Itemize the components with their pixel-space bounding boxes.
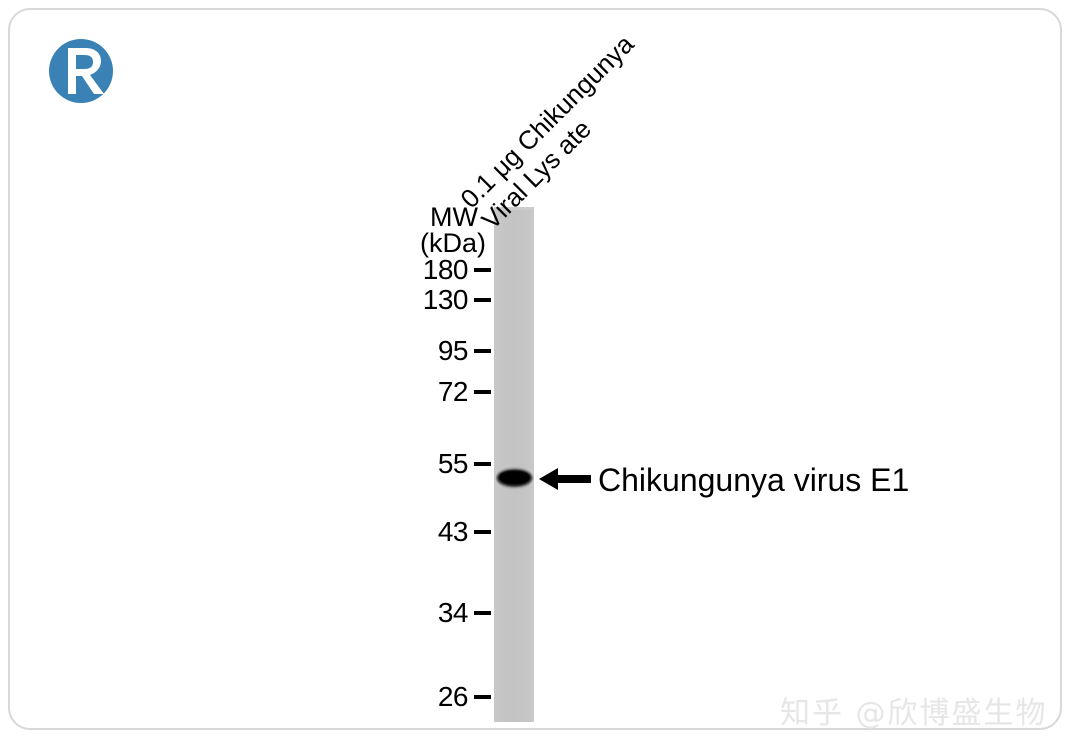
ladder-tick-55	[474, 462, 491, 466]
ladder-label-130: 130	[422, 284, 469, 315]
ladder-label-43: 43	[437, 516, 469, 547]
ladder-label-26: 26	[437, 681, 469, 712]
watermark: 知乎 @欣博盛生物	[780, 696, 1048, 731]
ladder-row-55: 55	[400, 447, 492, 481]
ladder-tick-72	[474, 390, 491, 394]
ladder-tick-130	[474, 298, 491, 302]
ladder-row-95: 95	[400, 334, 492, 368]
ladder-row-180: 180	[400, 253, 492, 287]
ladder-tick-34	[474, 611, 491, 615]
left-arrow-icon	[539, 466, 591, 492]
ladder-row-130: 130	[400, 283, 492, 317]
band-annotation-label: Chikungunya virus E1	[598, 462, 910, 498]
ladder-tick-26	[474, 695, 491, 699]
protein-band-core	[499, 471, 530, 484]
mw-header-line1: MW	[430, 202, 478, 232]
gel-lane-strip	[494, 207, 534, 722]
ladder-tick-43	[474, 530, 491, 534]
brand-logo	[44, 36, 118, 106]
ladder-tick-180	[474, 268, 491, 272]
figure-border	[8, 8, 1062, 730]
mw-header-line2: (kDa)	[420, 228, 486, 258]
ladder-row-34: 34	[400, 596, 492, 630]
ladder-tick-95	[474, 349, 491, 353]
ladder-row-43: 43	[400, 515, 492, 549]
ladder-row-26: 26	[400, 680, 492, 714]
ladder-label-95: 95	[437, 335, 469, 366]
ladder-label-34: 34	[437, 597, 469, 628]
ladder-label-55: 55	[437, 448, 469, 479]
ladder-label-72: 72	[437, 376, 469, 407]
ladder-label-180: 180	[422, 254, 469, 285]
ladder-row-72: 72	[400, 375, 492, 409]
